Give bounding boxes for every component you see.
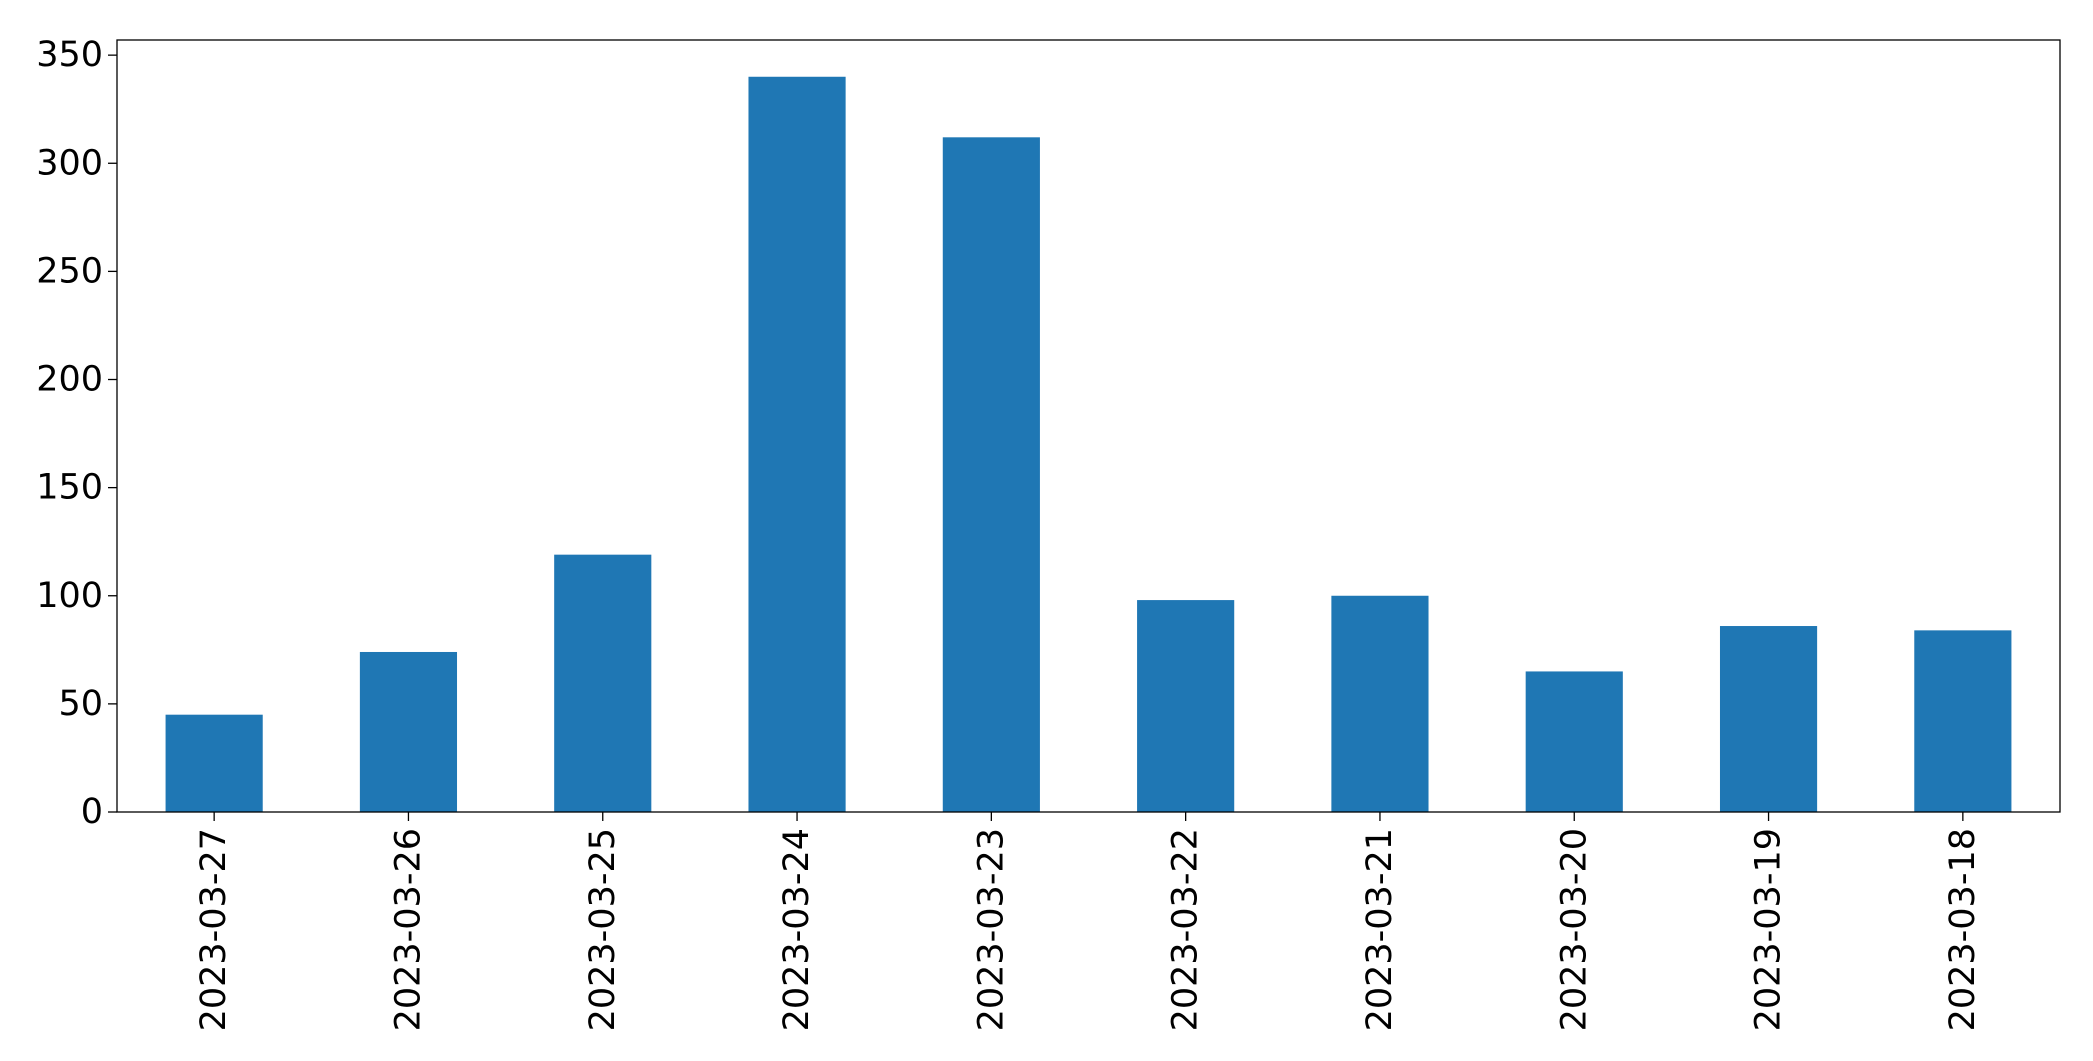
x-tick-label-2023-03-24: 2023-03-24 xyxy=(777,828,817,1031)
bar-2023-03-19 xyxy=(1719,626,1818,812)
y-tick-label-250: 250 xyxy=(36,251,103,291)
bar-2023-03-22 xyxy=(1137,600,1235,812)
x-tick-label-2023-03-23: 2023-03-23 xyxy=(971,828,1011,1031)
x-tick-label-2023-03-25: 2023-03-25 xyxy=(583,828,623,1031)
y-tick-label-150: 150 xyxy=(36,468,103,508)
y-tick-label-100: 100 xyxy=(36,576,103,616)
x-tick-label-2023-03-27: 2023-03-27 xyxy=(194,828,234,1031)
bar-2023-03-20 xyxy=(1525,671,1623,812)
bar-2023-03-21 xyxy=(1331,595,1429,812)
bar-2023-03-27 xyxy=(165,714,263,812)
bar-2023-03-24 xyxy=(748,76,846,812)
y-tick-label-200: 200 xyxy=(36,360,103,400)
bars-group xyxy=(165,76,2012,813)
y-tick-label-50: 50 xyxy=(58,684,103,724)
x-tick-label-2023-03-20: 2023-03-20 xyxy=(1554,828,1594,1031)
bar-2023-03-18 xyxy=(1914,630,2012,812)
x-tick-label-2023-03-22: 2023-03-22 xyxy=(1166,828,1206,1031)
x-tick-label-2023-03-21: 2023-03-21 xyxy=(1360,828,1400,1031)
bar-2023-03-23 xyxy=(942,137,1040,813)
x-tick-label-2023-03-18: 2023-03-18 xyxy=(1943,828,1983,1031)
y-tick-label-0: 0 xyxy=(81,792,103,832)
y-axis: 0 50 100 150 200 250 300 350 xyxy=(36,35,117,832)
plot-frame xyxy=(116,39,2061,813)
bar-2023-03-26 xyxy=(359,651,458,812)
x-axis: 2023-03-27 2023-03-26 2023-03-25 2023-03-24… xyxy=(194,812,1983,1031)
bar-2023-03-25 xyxy=(554,554,652,812)
x-tick-label-2023-03-26: 2023-03-26 xyxy=(388,828,428,1031)
x-tick-label-2023-03-19: 2023-03-19 xyxy=(1749,828,1789,1031)
y-tick-label-350: 350 xyxy=(36,35,103,75)
y-tick-label-300: 300 xyxy=(36,143,103,183)
